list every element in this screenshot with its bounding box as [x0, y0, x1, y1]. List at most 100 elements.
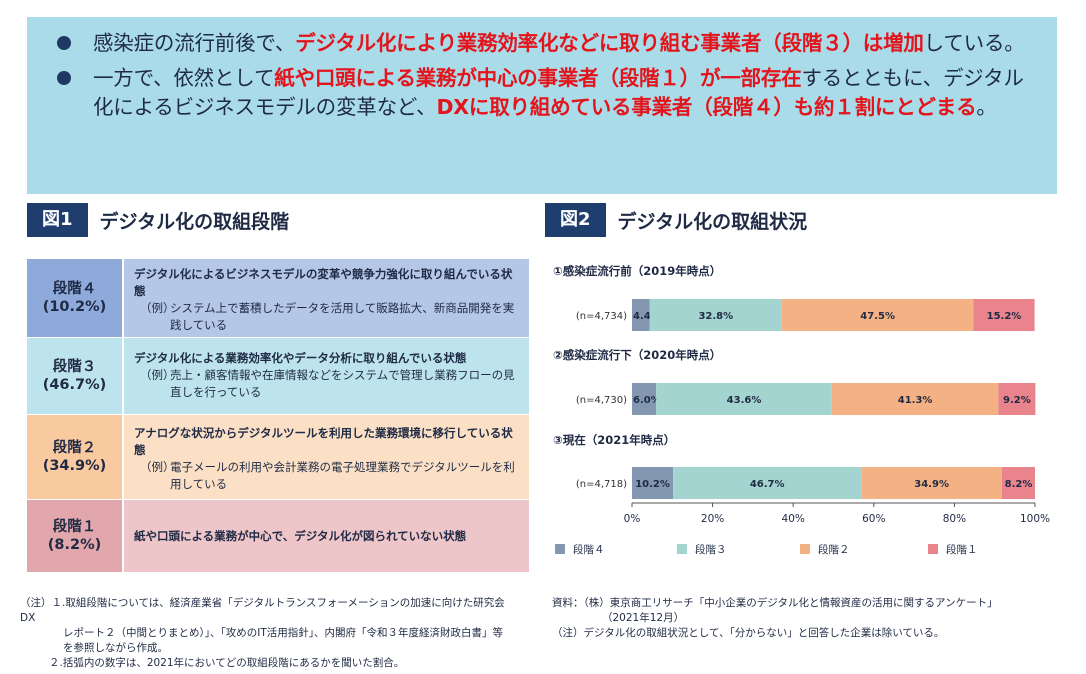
bar-segment	[673, 467, 862, 499]
stage-label-cell: 段階１ (8.2%)	[27, 500, 122, 572]
bullet-dot-icon	[57, 71, 71, 85]
category-title: ③現在（2021年時点）	[553, 433, 675, 447]
fig1-header: 図1 デジタル化の取組段階	[27, 203, 289, 237]
fig2-header: 図2 デジタル化の取組状況	[545, 203, 807, 237]
stage-label: 段階１	[52, 519, 97, 535]
stage-label-cell: 段階４ (10.2%)	[27, 259, 122, 337]
note-line: ２.括弧内の数字は、2021年においてどの取組段階にあるかを聞いた割合。	[49, 657, 405, 669]
example-label: （例）	[140, 368, 175, 382]
stage-desc-title: アナログな状況からデジタルツールを利用した業務環境に移行している状態	[134, 426, 513, 457]
bar-segment	[861, 467, 1002, 499]
data-label: 34.9%	[914, 479, 949, 490]
data-label: 43.6%	[727, 395, 762, 406]
summary-bullet-1: 感染症の流行前後で、デジタル化により業務効率化などに取り組む事業者（段階３）は増…	[55, 29, 1039, 58]
summary-text: 一方で、依然として	[93, 66, 275, 90]
sample-size-label: (n=4,730)	[576, 395, 627, 406]
note-line: （2021年12月）	[602, 612, 685, 624]
stage-label: 段階４	[52, 281, 97, 297]
legend-label: 段階２	[818, 543, 850, 556]
summary-highlight: デジタル化により業務効率化などに取り組む事業者（段階３）は増加	[295, 31, 924, 55]
bar-segment	[632, 299, 650, 331]
stage-pct: (34.9%)	[42, 458, 107, 474]
legend-label: 段階１	[946, 543, 978, 556]
data-label: 4.4%	[633, 311, 661, 322]
stage-label-cell: 段階２ (34.9%)	[27, 415, 122, 499]
data-label: 6.0%	[633, 395, 661, 406]
bar-segment	[1001, 467, 1035, 499]
legend-swatch	[928, 544, 938, 554]
fig1-tag: 図1	[27, 203, 88, 237]
summary-box: 感染症の流行前後で、デジタル化により業務効率化などに取り組む事業者（段階３）は増…	[27, 17, 1057, 194]
summary-highlight: 紙や口頭による業務が中心の事業者（段階１）が一部存在	[274, 66, 802, 90]
note-line: （注）１.取組段階については、経済産業省「デジタルトランスフォーメーションの加速…	[20, 597, 505, 624]
stage-description: デジタル化によるビジネスモデルの変革や競争力強化に取り組んでいる状態 （例） シ…	[124, 259, 529, 337]
summary-bullet-2: 一方で、依然として紙や口頭による業務が中心の事業者（段階１）が一部存在するととも…	[55, 64, 1039, 122]
fig2-tag: 図2	[545, 203, 606, 237]
data-label: 9.2%	[1003, 395, 1031, 406]
data-label: 10.2%	[635, 479, 670, 490]
bar-segment	[831, 383, 999, 415]
example-text: 電子メールの利用や会計業務の電子処理業務でデジタルツールを利用している	[170, 460, 515, 491]
summary-text: 。	[976, 95, 997, 119]
note-line: 資料：（株）東京商工リサーチ「中小企業のデジタル化と情報資産の活用に関するアンケ…	[552, 597, 998, 609]
legend-label: 段階４	[573, 543, 605, 556]
bar-segment	[973, 299, 1035, 331]
bar-segment	[632, 467, 674, 499]
note-line: を参照しながら作成。	[63, 642, 168, 654]
notes-left: （注）１.取組段階については、経済産業省「デジタルトランスフォーメーションの加速…	[20, 596, 520, 671]
bar-segment	[649, 299, 782, 331]
stage-row-2: 段階２ (34.9%) アナログな状況からデジタルツールを利用した業務環境に移行…	[27, 415, 529, 499]
example-label: （例）	[140, 460, 175, 474]
stage-desc-title: デジタル化による業務効率化やデータ分析に取り組んでいる状態	[134, 351, 467, 365]
note-line: レポート２（中間とりまとめ）」、「攻めのIT活用指針」、内閣府「令和３年度経済財…	[63, 627, 504, 639]
stage-list: 段階４ (10.2%) デジタル化によるビジネスモデルの変革や競争力強化に取り組…	[27, 259, 529, 573]
data-label: 8.2%	[1005, 479, 1033, 490]
stacked-bar-chart: ①感染症流行前（2019年時点） (n=4,734) 4.4% 32.8% 47.5% 1…	[553, 264, 1050, 556]
stage-label: 段階３	[52, 359, 97, 375]
summary-highlight: DXに取り組めている事業者（段階４）も約１割にとどまる	[436, 95, 977, 119]
stage-desc-title: 紙や口頭による業務が中心で、デジタル化が図られていない状態	[134, 528, 467, 543]
bullet-dot-icon	[57, 36, 71, 50]
x-tick-label: 0%	[624, 513, 641, 525]
stage-row-3: 段階３ (46.7%) デジタル化による業務効率化やデータ分析に取り組んでいる状…	[27, 338, 529, 414]
legend-label: 段階３	[695, 543, 727, 556]
stage-pct: (8.2%)	[47, 537, 102, 553]
stage-row-4: 段階４ (10.2%) デジタル化によるビジネスモデルの変革や競争力強化に取り組…	[27, 259, 529, 337]
category-title: ②感染症流行下（2020年時点）	[553, 348, 721, 362]
legend-swatch	[555, 544, 565, 554]
x-tick-label: 20%	[701, 513, 724, 525]
bar-segment	[656, 383, 832, 415]
summary-text: 感染症の流行前後で、	[93, 31, 296, 55]
example-label: （例）	[140, 301, 175, 315]
data-label: 46.7%	[750, 479, 785, 490]
x-tick-label: 100%	[1020, 513, 1050, 525]
stage-description: アナログな状況からデジタルツールを利用した業務環境に移行している状態 （例） 電…	[124, 415, 529, 499]
x-tick-label: 40%	[782, 513, 805, 525]
x-tick-label: 60%	[862, 513, 885, 525]
category-title: ①感染症流行前（2019年時点）	[553, 264, 721, 278]
legend-swatch	[800, 544, 810, 554]
notes-right: 資料：（株）東京商工リサーチ「中小企業のデジタル化と情報資産の活用に関するアンケ…	[552, 596, 1072, 641]
data-label: 32.8%	[698, 311, 733, 322]
data-label: 47.5%	[860, 311, 895, 322]
summary-text: している。	[923, 31, 1025, 55]
stage-description: デジタル化による業務効率化やデータ分析に取り組んでいる状態 （例） 売上・顧客情…	[124, 338, 529, 414]
legend-swatch	[677, 544, 687, 554]
stage-desc-title: デジタル化によるビジネスモデルの変革や競争力強化に取り組んでいる状態	[134, 267, 513, 298]
example-text: 売上・顧客情報や在庫情報などをシステムで管理し業務フローの見直しを行っている	[170, 368, 515, 399]
stage-row-1: 段階１ (8.2%) 紙や口頭による業務が中心で、デジタル化が図られていない状態	[27, 500, 529, 572]
stage-label: 段階２	[52, 440, 97, 456]
x-tick-label: 80%	[943, 513, 966, 525]
data-label: 15.2%	[987, 311, 1022, 322]
sample-size-label: (n=4,734)	[576, 311, 627, 322]
stage-pct: (10.2%)	[42, 299, 107, 315]
stage-example: （例） 売上・顧客情報や在庫情報などをシステムで管理し業務フローの見直しを行って…	[134, 367, 519, 401]
bar-segment	[781, 299, 974, 331]
summary-text: するとともに、デジタル化によるビジネスモデルの変革など、	[93, 66, 1024, 119]
bar-segment	[632, 383, 657, 415]
fig2-title: デジタル化の取組状況	[617, 210, 808, 233]
fig1-title: デジタル化の取組段階	[99, 210, 290, 233]
sample-size-label: (n=4,718)	[576, 479, 627, 490]
example-text: システム上で蓄積したデータを活用して販路拡大、新商品開発を実践している	[170, 301, 515, 332]
stage-description: 紙や口頭による業務が中心で、デジタル化が図られていない状態	[124, 500, 529, 572]
